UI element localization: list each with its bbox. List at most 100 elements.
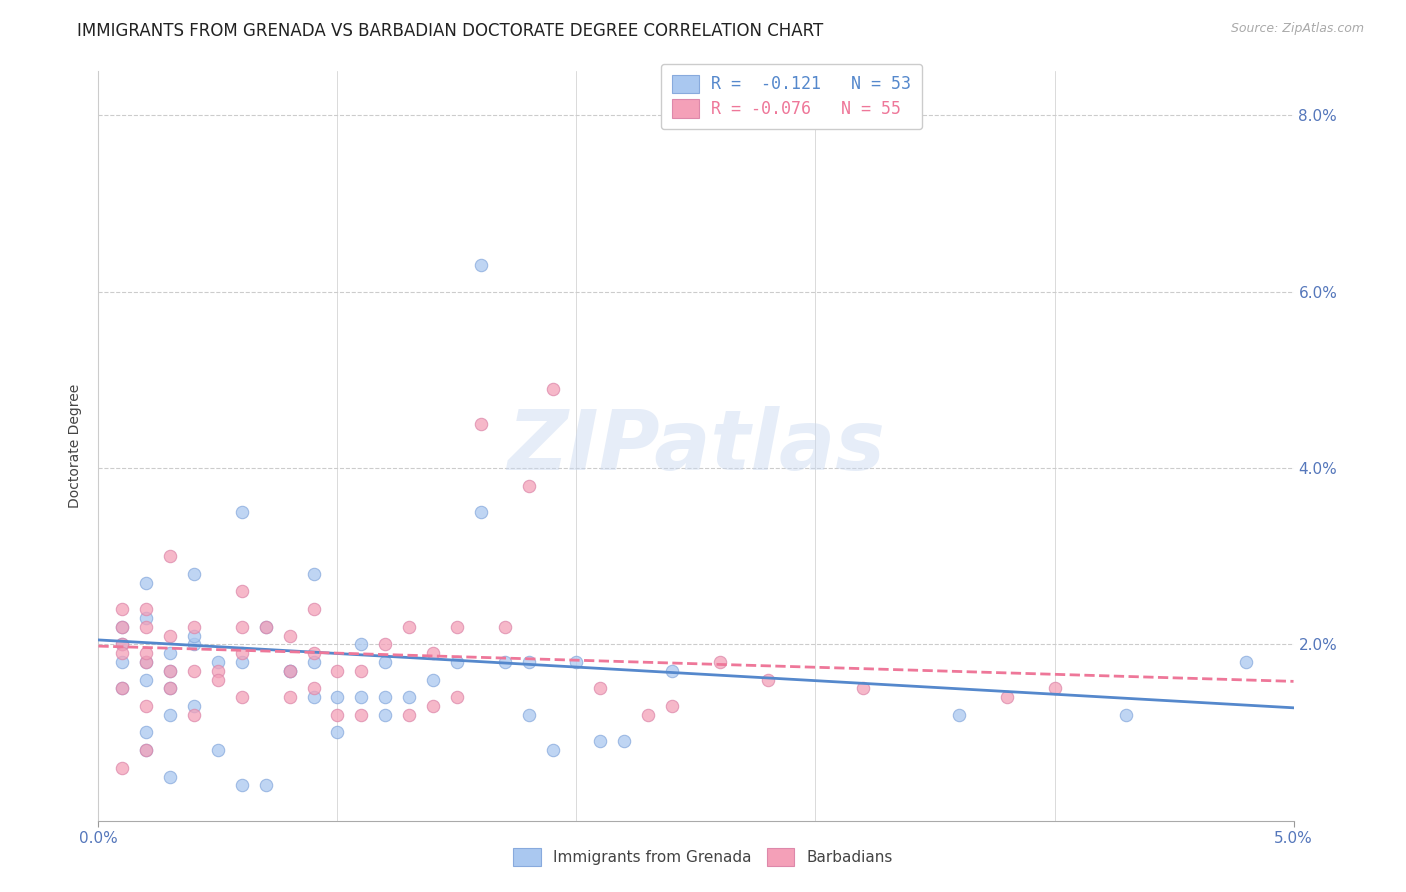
Point [135,620,157,634]
Point [374,655,396,669]
Point [207,743,229,757]
Point [1115,707,1137,722]
Point [446,655,468,669]
Point [159,664,181,678]
Point [302,566,325,581]
Point [709,655,731,669]
Point [302,602,325,616]
Point [422,646,444,660]
Point [995,690,1018,705]
Point [183,628,205,642]
Point [135,699,157,714]
Point [852,681,875,696]
Point [159,549,181,564]
Point [159,770,181,784]
Point [637,707,659,722]
Point [135,743,157,757]
Point [183,566,205,581]
Point [278,690,301,705]
Point [159,646,181,660]
Point [374,707,396,722]
Point [326,725,349,739]
Point [111,620,134,634]
Point [111,602,134,616]
Point [350,664,373,678]
Point [326,664,349,678]
Point [350,637,373,651]
Point [756,673,779,687]
Point [661,664,683,678]
Point [278,664,301,678]
Point [159,681,181,696]
Point [374,690,396,705]
Point [135,655,157,669]
Point [231,505,253,519]
Point [589,681,612,696]
Text: ZIPatlas: ZIPatlas [508,406,884,486]
Point [398,707,420,722]
Point [231,584,253,599]
Point [1043,681,1066,696]
Point [470,505,492,519]
Point [302,690,325,705]
Point [278,628,301,642]
Point [446,620,468,634]
Point [159,664,181,678]
Legend: R =  -0.121   N = 53, R = -0.076   N = 55: R = -0.121 N = 53, R = -0.076 N = 55 [661,64,922,128]
Point [398,620,420,634]
Point [111,637,134,651]
Point [135,725,157,739]
Point [183,699,205,714]
Point [278,664,301,678]
Point [159,628,181,642]
Point [111,646,134,660]
Point [207,673,229,687]
Point [111,681,134,696]
Point [111,620,134,634]
Point [207,655,229,669]
Point [517,655,540,669]
Legend: Immigrants from Grenada, Barbadians: Immigrants from Grenada, Barbadians [503,838,903,875]
Point [207,664,229,678]
Point [183,637,205,651]
Point [135,743,157,757]
Text: Source: ZipAtlas.com: Source: ZipAtlas.com [1230,22,1364,36]
Point [254,620,277,634]
Point [350,690,373,705]
Point [278,664,301,678]
Point [470,258,492,272]
Point [135,646,157,660]
Point [135,655,157,669]
Y-axis label: Doctorate Degree: Doctorate Degree [69,384,83,508]
Point [517,707,540,722]
Point [661,699,683,714]
Point [470,417,492,431]
Text: IMMIGRANTS FROM GRENADA VS BARBADIAN DOCTORATE DEGREE CORRELATION CHART: IMMIGRANTS FROM GRENADA VS BARBADIAN DOC… [77,22,824,40]
Point [111,655,134,669]
Point [302,646,325,660]
Point [231,690,253,705]
Point [159,707,181,722]
Point [422,699,444,714]
Point [541,382,564,396]
Point [254,778,277,792]
Point [231,778,253,792]
Point [517,478,540,492]
Point [231,620,253,634]
Point [135,575,157,590]
Point [302,655,325,669]
Point [422,673,444,687]
Point [948,707,970,722]
Point [183,664,205,678]
Point [613,734,636,748]
Point [254,620,277,634]
Point [326,707,349,722]
Point [565,655,588,669]
Point [494,620,516,634]
Point [302,681,325,696]
Point [494,655,516,669]
Point [111,761,134,775]
Point [111,681,134,696]
Point [374,637,396,651]
Point [183,620,205,634]
